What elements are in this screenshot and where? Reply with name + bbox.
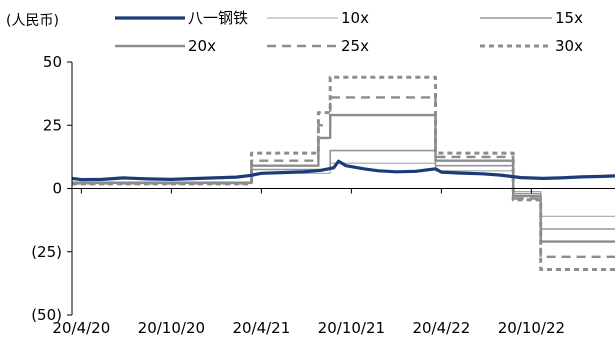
x-tick-label: 20/10/21 <box>318 319 385 337</box>
legend-label: 20x <box>188 37 216 55</box>
y-tick-label: (50) <box>31 306 62 324</box>
x-tick-label: 20/10/22 <box>498 319 565 337</box>
legend-label: 30x <box>555 37 583 55</box>
legend-label: 15x <box>555 9 583 27</box>
legend-item: 25x <box>267 37 369 55</box>
legend-label: 10x <box>341 9 369 27</box>
legend-item: 30x <box>480 37 583 55</box>
legend-item: 20x <box>115 37 216 55</box>
series-line-10x <box>72 162 615 217</box>
unit-label: (人民币) <box>6 13 59 29</box>
x-tick-label: 20/4/21 <box>232 319 290 337</box>
legend-item: 八一钢铁 <box>115 9 248 27</box>
legend: 八一钢铁 10x 15x 20x 25x 30x <box>115 9 583 55</box>
series-layer <box>71 75 615 271</box>
legend-label: 八一钢铁 <box>188 9 248 27</box>
y-tick-label: 50 <box>43 53 62 71</box>
legend-label: 25x <box>341 37 369 55</box>
x-tick-label: 20/10/20 <box>138 319 205 337</box>
axes: 50 25 0 (25) (50)20/4/20 20/10/20 20/4/21 20/10… <box>31 53 615 337</box>
series-line-八一钢铁 <box>71 159 615 182</box>
y-tick-label: (25) <box>31 243 62 261</box>
series-line-30x <box>72 75 615 271</box>
series-line-20x <box>72 113 615 243</box>
legend-item: 10x <box>267 9 369 27</box>
x-tick-label: 20/4/20 <box>52 319 110 337</box>
y-tick-label: 0 <box>52 180 62 198</box>
legend-item: 15x <box>480 9 583 27</box>
y-tick-label: 25 <box>43 116 62 134</box>
x-tick-label: 20/4/22 <box>412 319 470 337</box>
